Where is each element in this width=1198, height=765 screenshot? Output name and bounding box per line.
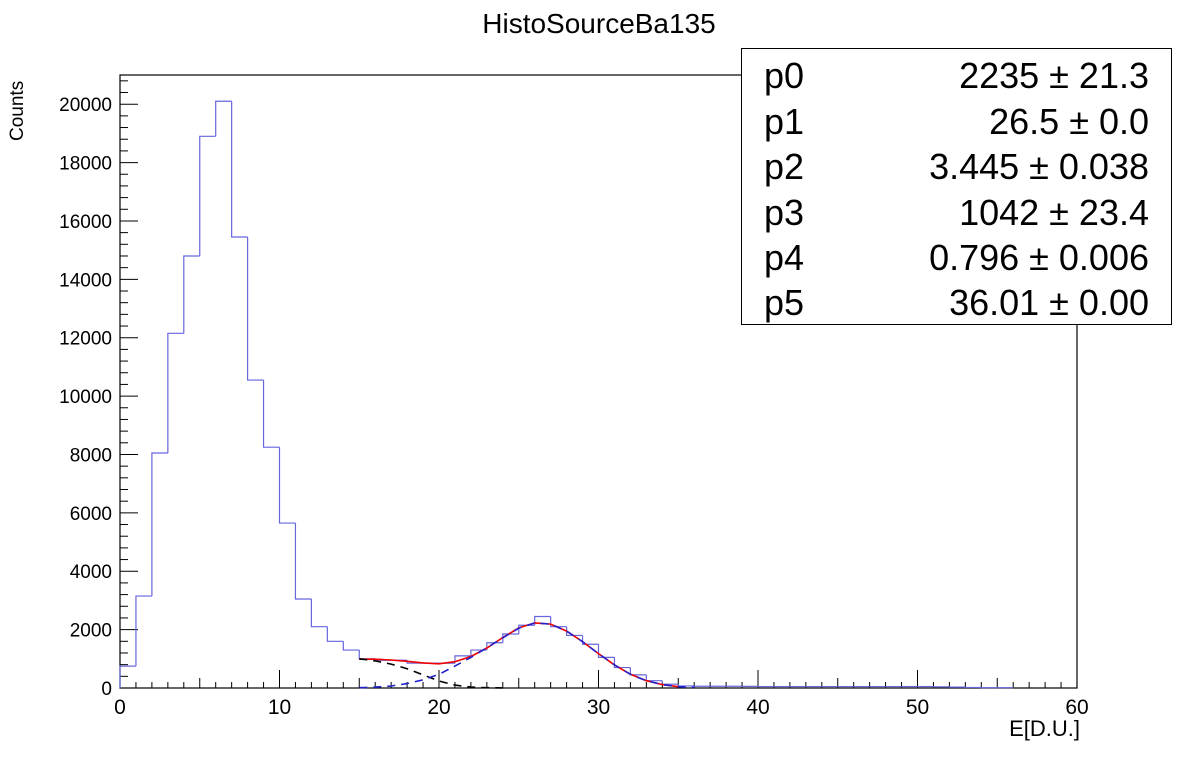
x-axis-label: E[D.U.] <box>1009 716 1080 741</box>
histogram-bin <box>645 674 663 682</box>
histogram-bin <box>342 641 360 651</box>
fit-parameters-box: p0 2235 ± 21.3 p1 26.5 ± 0.0 p2 3.445 ± … <box>741 48 1172 325</box>
y-tick-label: 10000 <box>59 387 112 408</box>
y-tick-label: 16000 <box>59 212 112 233</box>
histogram-bin <box>247 237 264 381</box>
histogram-bin <box>151 452 168 597</box>
histogram-bin <box>326 626 344 642</box>
fit-curve-background <box>359 658 503 689</box>
stat-row-p4: p4 0.796 ± 0.006 <box>742 237 1171 283</box>
stat-row-p5: p5 36.01 ± 0.00 <box>742 282 1171 328</box>
param-name: p1 <box>764 101 805 142</box>
y-tick-label: 20000 <box>59 95 112 116</box>
y-tick-label: 14000 <box>59 270 112 291</box>
stat-row-p0: p0 2235 ± 21.3 <box>742 55 1171 101</box>
histogram-bin <box>262 380 280 448</box>
x-tick-label: 40 <box>746 696 769 719</box>
param-name: p5 <box>764 282 805 323</box>
histogram-bin <box>119 665 136 688</box>
param-value: 36.01 ± 0.00 <box>949 282 1149 323</box>
param-value: 1042 ± 23.4 <box>959 192 1149 233</box>
x-tick-label: 0 <box>114 696 126 719</box>
histogram-bin <box>454 655 471 664</box>
param-name: p4 <box>764 237 805 278</box>
chart-title: HistoSourceBa135 <box>482 8 716 39</box>
histogram-bin <box>677 684 695 687</box>
stat-row-p1: p1 26.5 ± 0.0 <box>742 101 1171 147</box>
y-tick-label: 4000 <box>70 562 112 583</box>
histogram-bin <box>566 626 583 637</box>
param-value: 2235 ± 21.3 <box>959 55 1149 96</box>
histogram-bin <box>278 447 296 524</box>
histogram-bin <box>502 633 519 643</box>
x-tick-label: 60 <box>1065 696 1088 719</box>
histogram-bin <box>231 101 248 238</box>
x-tick-label: 30 <box>587 696 610 719</box>
histogram-bin <box>597 644 615 658</box>
histogram-bin <box>550 616 567 628</box>
fit-curve-gauss <box>359 622 695 689</box>
histogram-bin <box>629 667 647 676</box>
histogram-bin <box>167 332 184 454</box>
histogram-bin <box>135 595 152 667</box>
y-tick-label: 6000 <box>70 504 112 525</box>
histogram-bin <box>215 100 232 137</box>
param-value: 26.5 ± 0.0 <box>989 101 1149 142</box>
y-axis-label: Counts <box>7 80 28 141</box>
param-value: 0.796 ± 0.006 <box>929 237 1149 278</box>
y-tick-label: 18000 <box>59 154 112 175</box>
histogram-bin <box>358 650 376 660</box>
y-tick-label: 0 <box>101 679 112 700</box>
histogram-bin <box>183 255 200 334</box>
y-tick-label: 2000 <box>70 621 112 642</box>
histogram-bin <box>613 657 631 669</box>
histogram-bin <box>199 135 216 256</box>
x-tick-label: 10 <box>268 696 291 719</box>
x-tick-label: 50 <box>906 696 929 719</box>
y-tick-label: 8000 <box>70 445 112 466</box>
histogram-bin <box>581 635 599 645</box>
stat-row-p3: p3 1042 ± 23.4 <box>742 192 1171 238</box>
y-tick-label: 12000 <box>59 329 112 350</box>
param-name: p2 <box>764 146 805 187</box>
stat-row-p2: p2 3.445 ± 0.038 <box>742 146 1171 192</box>
histogram-bin <box>661 680 679 685</box>
histogram-bin <box>294 523 312 600</box>
param-name: p0 <box>764 55 805 96</box>
histogram-bin <box>310 598 328 628</box>
x-tick-label: 20 <box>427 696 450 719</box>
param-name: p3 <box>764 192 805 233</box>
param-value: 3.445 ± 0.038 <box>929 146 1149 187</box>
